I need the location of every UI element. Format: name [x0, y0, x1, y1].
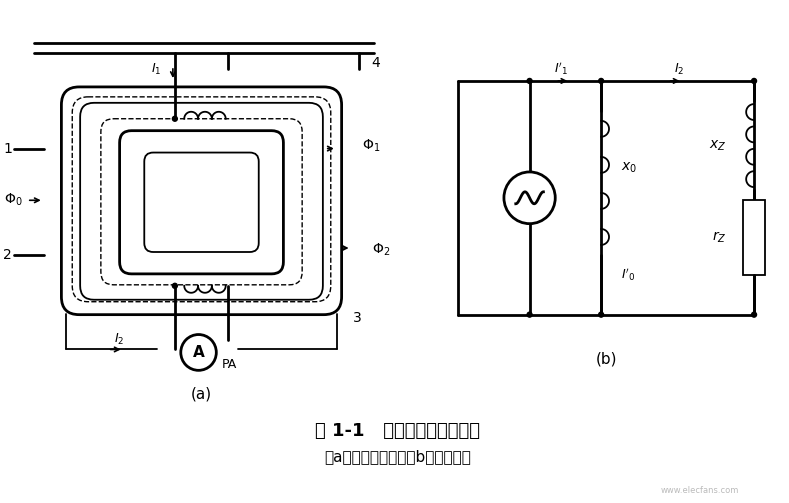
- FancyBboxPatch shape: [80, 103, 323, 300]
- Text: 4: 4: [371, 56, 380, 70]
- Text: 图 1-1   电流互感器的原理图: 图 1-1 电流互感器的原理图: [316, 422, 481, 440]
- Text: 1: 1: [3, 141, 12, 155]
- Text: $I_2$: $I_2$: [114, 332, 125, 347]
- Text: $I_1$: $I_1$: [151, 61, 161, 76]
- FancyBboxPatch shape: [62, 87, 342, 315]
- Text: PA: PA: [222, 358, 237, 371]
- Text: 3: 3: [353, 311, 361, 324]
- Circle shape: [527, 312, 532, 317]
- Text: $r_Z$: $r_Z$: [712, 230, 727, 245]
- Circle shape: [752, 78, 757, 83]
- Text: $x_0$: $x_0$: [621, 161, 637, 175]
- Text: $\Phi_0$: $\Phi_0$: [5, 192, 23, 208]
- Text: www.elecfans.com: www.elecfans.com: [660, 486, 739, 495]
- Bar: [743, 200, 765, 275]
- Text: $x_Z$: $x_Z$: [709, 138, 727, 153]
- Text: $\Phi_1$: $\Phi_1$: [362, 137, 380, 154]
- Text: 2: 2: [3, 248, 12, 262]
- Circle shape: [599, 78, 604, 83]
- Text: (a): (a): [191, 387, 212, 402]
- Circle shape: [181, 334, 216, 370]
- Circle shape: [173, 283, 178, 288]
- Text: (b): (b): [596, 352, 617, 367]
- Text: （a）电气原理图；（b）等效电路: （a）电气原理图；（b）等效电路: [324, 449, 471, 464]
- Text: A: A: [193, 345, 204, 360]
- Circle shape: [173, 116, 178, 121]
- Text: $I_2$: $I_2$: [675, 61, 685, 76]
- FancyBboxPatch shape: [144, 152, 259, 252]
- Text: $I'_0$: $I'_0$: [621, 267, 635, 283]
- Circle shape: [504, 172, 555, 224]
- Text: $I'_1$: $I'_1$: [555, 61, 569, 77]
- Circle shape: [752, 312, 757, 317]
- Text: $\Phi_2$: $\Phi_2$: [372, 242, 391, 258]
- FancyBboxPatch shape: [120, 131, 283, 274]
- Circle shape: [527, 78, 532, 83]
- Circle shape: [599, 312, 604, 317]
